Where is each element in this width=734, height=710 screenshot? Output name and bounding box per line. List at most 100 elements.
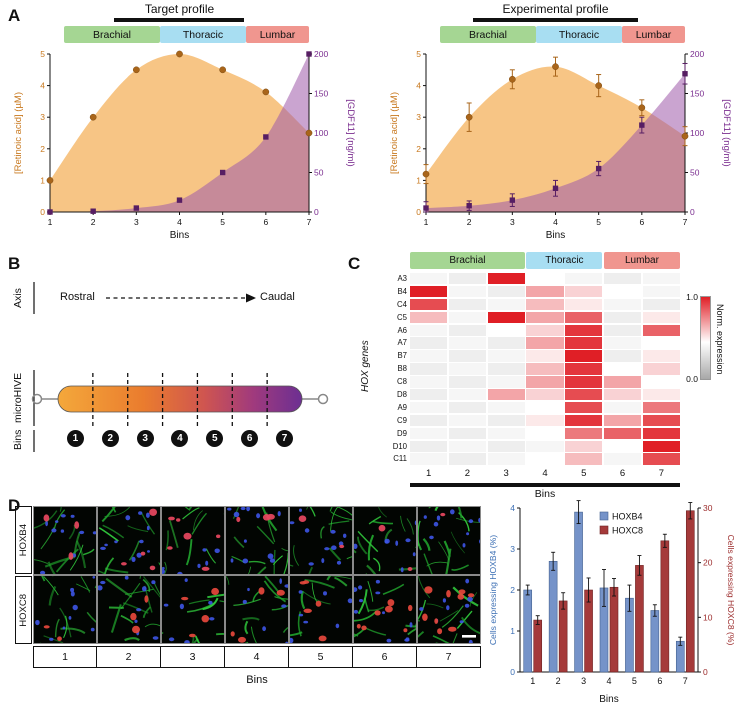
heatmap-cell [565,285,603,298]
heatmap-cell [410,376,448,388]
nucleus [331,545,337,550]
heatmap-cell [448,273,487,285]
cell-body [244,641,249,643]
micrograph-cell [225,506,289,575]
x-tick-label: 4 [177,217,182,227]
micrograph-image [418,507,480,574]
right-tick-label: 0 [314,207,319,217]
target-profile-chart: Target profile Brachial Thoracic Lumbar … [10,0,355,246]
cell-body [300,590,306,610]
left-y-axis-label: Cells expressing HOXB4 (%) [488,535,498,645]
left-tick-label: 5 [416,49,421,59]
cell-body [248,566,251,574]
heatmap-cell [642,440,680,452]
heatmap-cell [487,350,525,362]
cell-body [34,559,49,565]
cell-body [144,623,160,628]
cell-body [308,566,314,574]
bin-label-cell: 1 [33,646,97,668]
hox-positive-cell [68,552,74,560]
hox-positive-cell [258,587,265,595]
cell-body [432,635,450,643]
bin-label-cell: 4 [224,646,289,668]
gene-row-label: A6 [397,325,407,335]
cell-body [460,616,480,635]
heatmap-cell [565,440,603,452]
heatmap-cell [565,414,603,427]
nucleus [433,521,439,527]
cell-body [311,582,318,603]
nucleus [70,514,75,518]
x-axis-label: Bins [546,230,565,241]
gene-row-label: C8 [397,377,407,387]
cell-body [53,509,66,530]
cell-body [273,549,276,574]
cell-body [103,557,115,574]
legend-label-hoxb4: HOXB4 [612,512,643,522]
heatmap-cell [487,273,525,285]
nucleus [323,591,327,596]
heatmap-panel: Brachial Thoracic Lumbar HOX genes A3 B4 C… [360,252,734,502]
bin-number-badge: 3 [136,430,154,447]
colorbar-min-label: 0.0 [686,374,698,384]
cell-body [445,548,452,574]
hox-positive-cell [189,633,196,638]
heatmap-cell [565,311,603,324]
cell-body [428,507,432,509]
nucleus [136,552,142,558]
hox-positive-cell [266,513,275,520]
left-tick-label: 1 [510,626,515,636]
left-tick-label: 0 [40,207,45,217]
x-tick-label: 1 [424,217,429,227]
heatmap-cell [410,389,448,401]
hoxc8-row-label: HOXC8 [15,576,32,644]
nucleus [162,568,165,574]
cell-body [418,528,423,551]
hoxb4-bar [548,560,558,673]
cell-body [185,539,193,566]
gdf11-marker [133,205,140,211]
heatmap-row-labels: A3 B4 C4 C5 A6 A7 B7 B8 C8 D8 A9 C9 D9 D10 C11 [374,273,407,465]
cell-body [338,507,352,516]
cell-body [367,580,374,602]
x-tick-label: 2 [467,217,472,227]
nucleus [395,540,399,546]
nucleus [70,587,75,593]
nucleus [136,608,142,612]
hox-genes-label: HOX genes [360,340,371,392]
hox-positive-cell [276,589,285,596]
gdf11-marker [423,205,429,211]
schematic-graphics [31,282,329,452]
cell-body [441,605,464,628]
device-label: microHIVE [12,372,24,424]
micrograph-cell [161,575,225,644]
x-tick-label: 2 [91,217,96,227]
cell-body [418,576,431,599]
hox-positive-cell [378,524,386,532]
hox-positive-cell [140,551,146,556]
heatmap-cell [448,350,487,362]
gene-row-label: A3 [397,274,407,283]
hox-positive-cell [149,565,156,571]
nucleus [298,613,304,617]
cell-body [290,631,303,637]
heatmap-bin-number: 1 [425,468,432,479]
nucleus [227,507,232,511]
nucleus [375,579,380,584]
nucleus [358,585,363,590]
heatmap-cell [565,324,603,336]
cell-body [405,624,416,628]
right-tick-label: 50 [314,168,324,178]
hox-positive-cell [43,625,50,629]
heatmap-cell [603,427,642,440]
cell-body [244,620,249,635]
left-tick-label: 0 [416,207,421,217]
right-tick-label: 200 [314,49,328,59]
nucleus [177,571,183,574]
heatmap-cell [410,337,448,349]
colorbar-title: Norm. expression [715,303,725,375]
bin-number-badge: 1 [66,430,84,447]
cell-body [98,527,119,542]
